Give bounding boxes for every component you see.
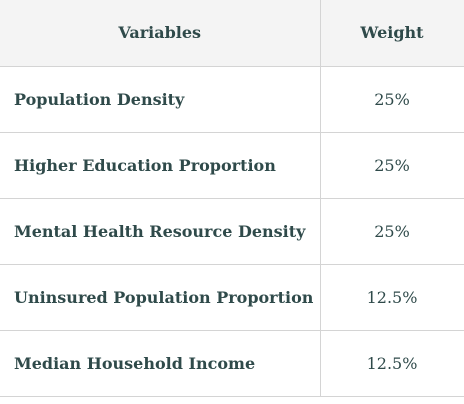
weight-cell: 25%: [319, 131, 464, 199]
variable-cell: Higher Education Proportion: [0, 131, 321, 199]
variable-cell: Population Density: [0, 65, 321, 133]
variable-cell: Uninsured Population Proportion: [0, 263, 321, 331]
header-weight: Weight: [319, 0, 464, 67]
table-row: Median Household Income 12.5%: [0, 329, 464, 397]
variable-cell: Mental Health Resource Density: [0, 197, 321, 265]
table-row: Population Density 25%: [0, 65, 464, 133]
header-variables: Variables: [0, 0, 321, 67]
table-header-row: Variables Weight: [0, 0, 464, 67]
weight-cell: 25%: [319, 197, 464, 265]
table-row: Higher Education Proportion 25%: [0, 131, 464, 199]
weight-cell: 12.5%: [319, 263, 464, 331]
weight-cell: 12.5%: [319, 329, 464, 397]
table-row: Uninsured Population Proportion 12.5%: [0, 263, 464, 331]
variable-cell: Median Household Income: [0, 329, 321, 397]
weight-cell: 25%: [319, 65, 464, 133]
table-row: Mental Health Resource Density 25%: [0, 197, 464, 265]
